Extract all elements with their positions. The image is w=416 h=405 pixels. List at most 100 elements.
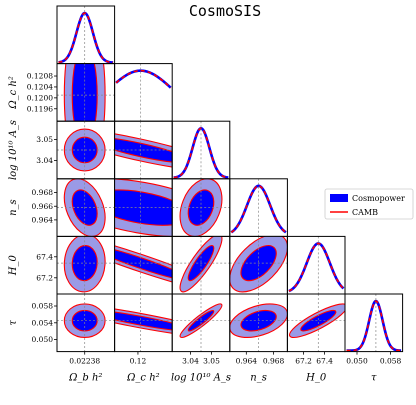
cosmopower-marginal-tau <box>346 299 402 352</box>
camb-contour-outer-n_s-omega_b_h2 <box>63 178 106 237</box>
y-tick-label: 3.05 <box>36 135 53 144</box>
x-tick-label: 0.02238 <box>69 357 100 366</box>
y-axis-label-H0: H_0 <box>8 255 19 277</box>
legend-label-cosmopower: Cosmopower <box>352 194 405 203</box>
camb-marginal-log10A_s <box>173 127 229 179</box>
cosmopower-contour-inner-tau-omega_c_h2 <box>114 310 173 331</box>
camb-contour-inner-H0-omega_b_h2 <box>71 244 98 282</box>
camb-contour-outer-tau-log10A_s <box>179 303 223 338</box>
x-axis-label-H0: H_0 <box>305 373 327 384</box>
panel-log10A_s-log10A_s <box>173 121 229 179</box>
panel-tau-H0 <box>287 294 345 352</box>
legend-label-camb: CAMB <box>352 208 378 217</box>
camb-contour-inner-tau-n_s <box>240 309 277 332</box>
camb-contour-inner-n_s-omega_c_h2 <box>114 189 173 226</box>
camb-contour-outer-n_s-omega_c_h2 <box>114 178 173 237</box>
camb-contour-inner-tau-log10A_s <box>187 309 215 332</box>
panel-H0-n_s <box>229 236 288 294</box>
camb-marginal-tau <box>346 300 402 352</box>
panel-omega_b_h2-omega_b_h2 <box>58 6 114 64</box>
y-tick-label: 0.964 <box>32 215 54 224</box>
x-tick-label: 0.058 <box>380 357 402 366</box>
panel-n_s-n_s <box>230 178 287 237</box>
cosmopower-contour-inner-tau-H0 <box>300 310 336 331</box>
camb-contour-inner-H0-log10A_s <box>187 244 215 282</box>
panel-n_s-log10A_s <box>172 178 230 237</box>
panel-frame <box>114 63 173 122</box>
panel-n_s-omega_c_h2 <box>114 178 173 237</box>
camb-contour-inner-n_s-omega_b_h2 <box>71 189 98 226</box>
y-tick-label: 0.1196 <box>27 104 53 113</box>
camb-contour-outer-tau-H0 <box>288 303 345 338</box>
cosmopower-contour-inner-tau-omega_b_h2 <box>72 310 98 331</box>
y-tick-label: 67.2 <box>36 273 53 282</box>
y-tick-label: 0.050 <box>32 335 54 344</box>
panel-tau-omega_c_h2 <box>114 294 173 352</box>
panel-H0-log10A_s <box>172 236 230 294</box>
panel-H0-omega_b_h2 <box>57 236 115 294</box>
camb-contour-inner-tau-omega_c_h2 <box>114 309 173 332</box>
cosmopower-contour-inner-omega_c_h2-omega_b_h2 <box>72 63 98 122</box>
x-tick-label: 3.04 <box>182 357 199 366</box>
camb-contour-outer-H0-omega_c_h2 <box>114 236 173 293</box>
legend-swatch-cosmopower <box>330 194 348 202</box>
panel-tau-omega_b_h2 <box>57 294 115 352</box>
y-tick-label: 0.1204 <box>27 83 53 92</box>
legend: Cosmopower CAMB <box>324 188 414 220</box>
panel-tau-n_s <box>229 294 288 352</box>
y-tick-label: 0.968 <box>32 188 54 197</box>
y-tick-label: 0.054 <box>32 318 54 327</box>
camb-contour-outer-log10A_s-omega_c_h2 <box>114 128 173 172</box>
cosmopower-contour-inner-H0-omega_b_h2 <box>72 245 98 281</box>
camb-contour-outer-H0-omega_b_h2 <box>63 236 106 293</box>
camb-contour-inner-H0-omega_c_h2 <box>114 244 173 282</box>
panel-omega_c_h2-omega_c_h2 <box>115 63 172 122</box>
panel-H0-H0 <box>288 236 345 294</box>
cosmopower-marginal-H0 <box>288 242 345 293</box>
x-tick-label: 67.2 <box>295 357 312 366</box>
x-axis-label-tau: τ <box>371 373 377 384</box>
x-tick-label: 0.050 <box>346 357 368 366</box>
x-tick-label: 0.964 <box>236 357 258 366</box>
y-tick-label: 0.966 <box>32 202 54 211</box>
x-tick-label: 0.12 <box>130 357 147 366</box>
camb-marginal-omega_c_h2 <box>115 69 172 89</box>
x-tick-label: 3.05 <box>203 357 220 366</box>
y-axis-label-n_s: n_s <box>8 199 19 216</box>
camb-contour-outer-H0-log10A_s <box>179 236 223 293</box>
camb-contour-inner-H0-n_s <box>240 244 277 282</box>
y-tick-label: 0.1208 <box>27 72 53 81</box>
x-axis-label-omega_b_h2: Ω_b h² <box>68 373 102 384</box>
panel-n_s-omega_b_h2 <box>57 178 115 237</box>
x-axis-label-n_s: n_s <box>250 373 267 384</box>
y-axis-label-tau: τ <box>8 320 19 326</box>
x-axis-label-log10A_s: log 10¹⁰ A_s <box>171 373 231 384</box>
y-axis-label-log10A_s: log 10¹⁰ A_s <box>8 120 19 180</box>
cosmopower-marginal-omega_c_h2 <box>115 69 172 89</box>
camb-contour-inner-log10A_s-omega_c_h2 <box>114 136 173 164</box>
panel-tau-log10A_s <box>172 294 230 352</box>
panel-frame <box>344 293 404 353</box>
camb-contour-inner-tau-H0 <box>300 309 337 332</box>
y-tick-label: 67.4 <box>36 252 53 261</box>
x-tick-label: 67.4 <box>316 357 333 366</box>
y-tick-label: 0.058 <box>32 302 54 311</box>
camb-contour-outer-tau-omega_c_h2 <box>114 303 173 338</box>
camb-contour-outer-H0-n_s <box>229 236 288 293</box>
camb-marginal-H0 <box>288 242 345 292</box>
panel-log10A_s-omega_b_h2 <box>57 121 115 179</box>
panel-omega_c_h2-omega_b_h2 <box>57 63 115 122</box>
panel-log10A_s-omega_c_h2 <box>114 121 173 179</box>
y-tick-label: 3.04 <box>36 156 53 165</box>
panel-tau-tau <box>346 294 402 352</box>
y-tick-label: 0.1200 <box>27 93 53 102</box>
camb-marginal-n_s <box>230 185 287 233</box>
camb-contour-inner-n_s-log10A_s <box>187 189 215 226</box>
chart-title: CosmoSIS <box>188 2 262 20</box>
x-tick-label: 0.968 <box>263 357 285 366</box>
cosmopower-contour-inner-H0-omega_c_h2 <box>114 245 173 281</box>
y-axis-label-omega_c_h2: Ω_c h² <box>8 76 19 110</box>
cosmopower-marginal-n_s <box>230 184 287 234</box>
x-axis-label-omega_c_h2: Ω_c h² <box>126 373 160 384</box>
